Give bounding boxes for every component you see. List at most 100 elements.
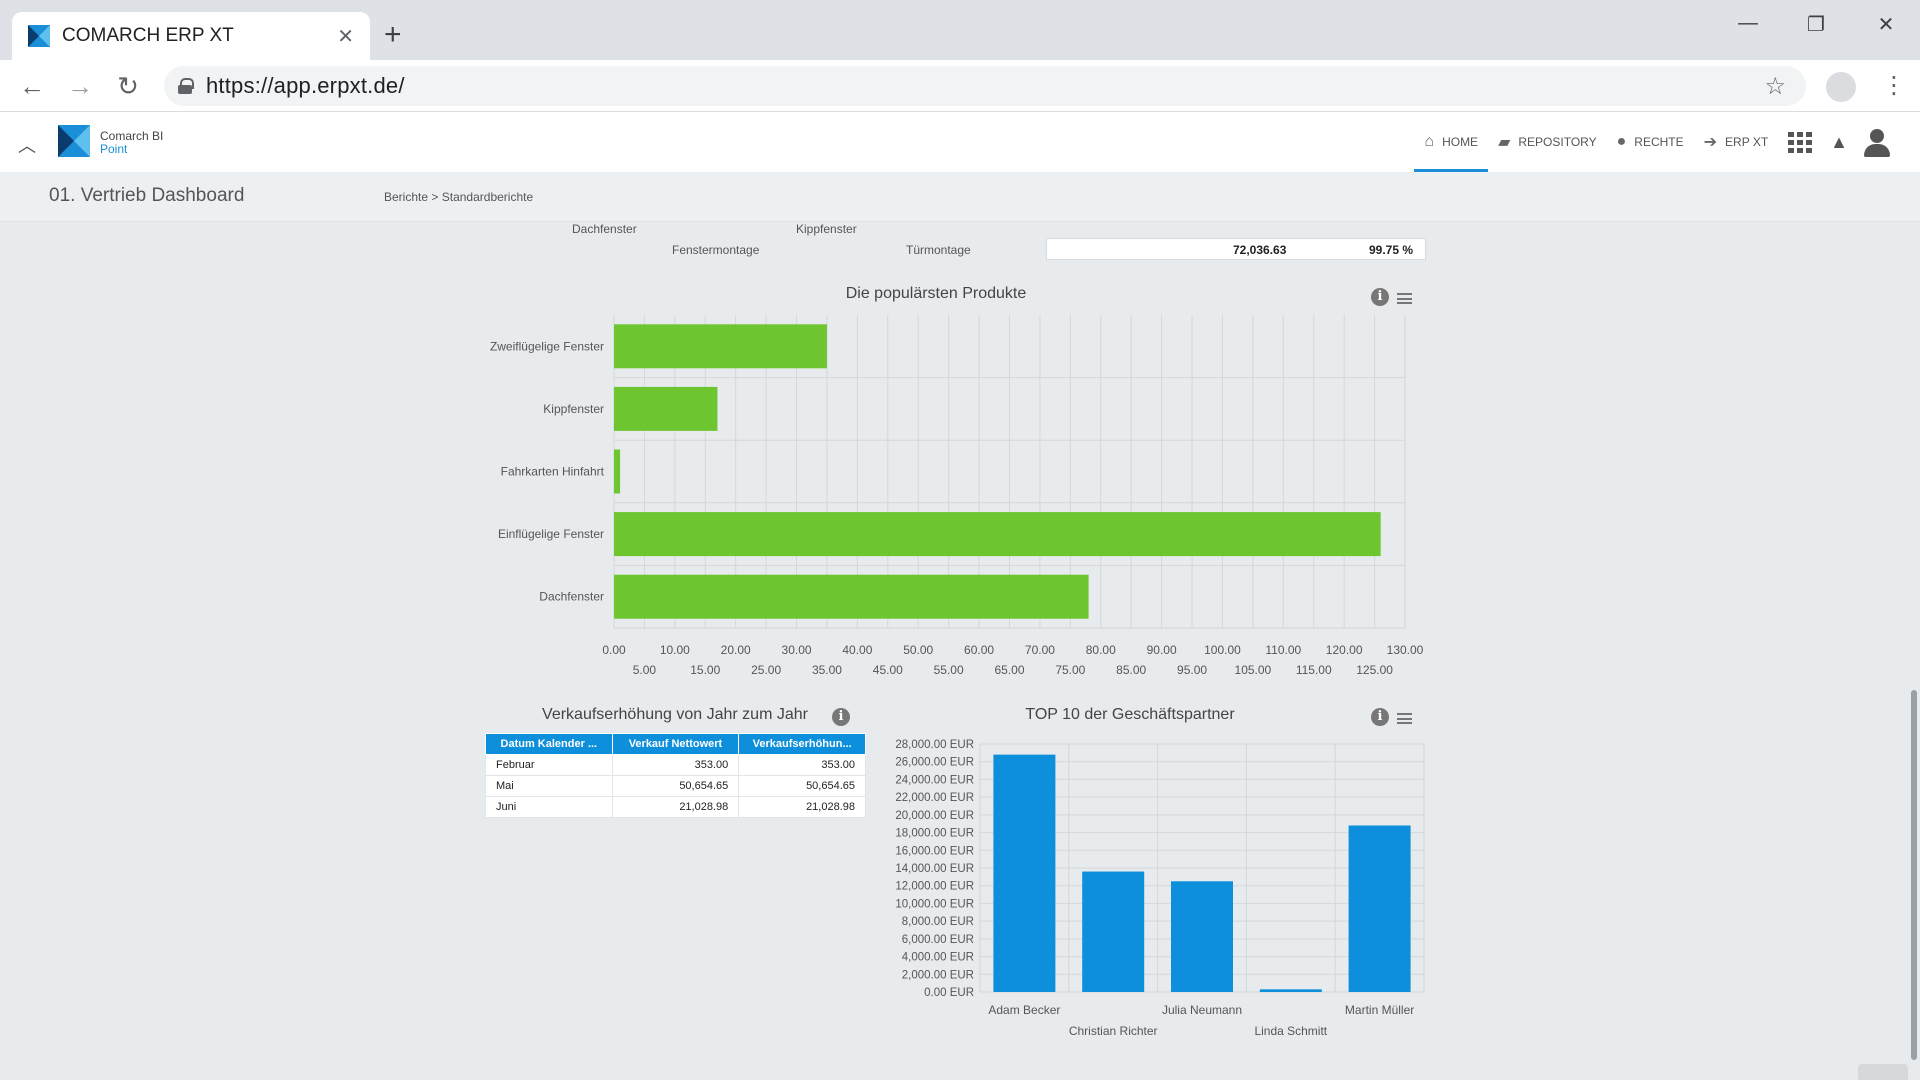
tick-label: 28,000.00 EUR [895, 739, 974, 751]
info-icon[interactable]: i [1371, 288, 1389, 306]
tick-label: 16,000.00 EUR [895, 845, 974, 857]
window-close-icon[interactable]: ✕ [1877, 14, 1895, 36]
tick-label: 75.00 [1055, 663, 1085, 677]
breadcrumb-standardberichte[interactable]: Standardberichte [441, 190, 534, 204]
brand-line2: Point [100, 142, 128, 156]
remnant-label-tuermontage: Türmontage [906, 243, 971, 257]
tick-label: 70.00 [1025, 643, 1055, 657]
tick-label: 0.00 [602, 643, 626, 657]
tick-label: 105.00 [1235, 663, 1272, 677]
tick-label: 90.00 [1147, 643, 1177, 657]
bookmark-star-icon[interactable]: ☆ [1764, 73, 1786, 100]
comarch-logo [58, 125, 90, 157]
table-header-increase[interactable]: Verkaufserhöhun... [738, 733, 866, 755]
tick-label: 95.00 [1177, 663, 1207, 677]
nav-rechte-label: RECHTE [1634, 135, 1684, 149]
tick-label: 25.00 [751, 663, 781, 677]
table-cell: 21,028.98 [738, 796, 866, 818]
table-cell: 353.00 [611, 754, 740, 776]
notification-bell-icon[interactable]: ▲ [1830, 131, 1848, 152]
category-label: Kippfenster [543, 402, 604, 416]
user-account-icon[interactable] [1862, 127, 1892, 157]
tick-label: 5.00 [633, 663, 657, 677]
tick-label: 85.00 [1116, 663, 1146, 677]
tick-label: 20,000.00 EUR [895, 810, 974, 822]
bar [614, 449, 621, 494]
top-partners-chart: 0.00 EUR 2,000.00 EUR 4,000.00 EUR 6,000.00… [895, 739, 1425, 1038]
users-icon: ● [1616, 133, 1627, 150]
table-cell: Mai [485, 775, 613, 797]
breadcrumb-berichte[interactable]: Berichte [384, 190, 429, 204]
tick-label: 24,000.00 EUR [895, 774, 974, 786]
bar [614, 386, 718, 431]
browser-toolbar: ← → ↻ https://app.erpxt.de/ ☆ ⋮ [0, 60, 1920, 112]
page-scrollbar[interactable] [1911, 690, 1917, 1060]
category-label: Linda Schmitt [1254, 1024, 1327, 1038]
url-text[interactable]: https://app.erpxt.de/ [206, 73, 405, 98]
category-label: Einflügelige Fenster [498, 527, 604, 541]
tick-label: 30.00 [782, 643, 812, 657]
nav-rechte[interactable]: ● RECHTE [1607, 112, 1694, 172]
summary-percent: 99.75 % [1369, 243, 1414, 257]
table-cell: Juni [485, 796, 613, 818]
lock-icon [178, 78, 194, 94]
browser-tab-bar: COMARCH ERP XT ✕ + — ❐ ✕ [0, 0, 1920, 60]
table-row[interactable]: Juni 21,028.98 21,028.98 [485, 796, 866, 818]
chart-menu-icon[interactable] [1397, 293, 1412, 304]
nav-erp-xt[interactable]: ➔ ERP XT [1694, 112, 1779, 172]
browser-menu-icon[interactable]: ⋮ [1882, 72, 1906, 99]
tick-label: 65.00 [994, 663, 1024, 677]
forward-arrow-icon[interactable]: → [67, 71, 93, 101]
tick-label: 14,000.00 EUR [895, 863, 974, 875]
scroll-corner-button[interactable] [1858, 1064, 1908, 1080]
partners-chart-menu-icon[interactable] [1397, 713, 1412, 724]
table-header-net-value[interactable]: Verkauf Nettowert [611, 733, 740, 755]
category-label: Fahrkarten Hinfahrt [501, 465, 605, 479]
remnant-label-fenstermontage: Fenstermontage [672, 243, 760, 257]
tick-label: 8,000.00 EUR [902, 916, 974, 928]
table-cell: 21,028.98 [611, 796, 740, 818]
new-tab-button[interactable]: + [384, 18, 402, 51]
tick-label: 45.00 [873, 663, 903, 677]
tick-label: 10,000.00 EUR [895, 898, 974, 910]
bar [993, 754, 1056, 992]
table-row[interactable]: Mai 50,654.65 50,654.65 [485, 775, 866, 797]
nav-home[interactable]: ⌂ HOME [1414, 112, 1488, 172]
back-arrow-icon[interactable]: ← [19, 71, 45, 101]
browser-tab[interactable]: COMARCH ERP XT ✕ [12, 12, 370, 60]
table-info-icon[interactable]: i [832, 708, 850, 726]
partners-info-icon[interactable]: i [1371, 708, 1389, 726]
minimize-icon[interactable]: — [1738, 12, 1758, 34]
reload-icon[interactable]: ↻ [117, 71, 139, 101]
table-header-date[interactable]: Datum Kalender ... [485, 733, 613, 755]
tick-label: 60.00 [964, 643, 994, 657]
summary-value: 72,036.63 [1233, 243, 1287, 257]
tick-label: 12,000.00 EUR [895, 881, 974, 893]
collapse-chevron-icon[interactable]: ︿ [18, 136, 36, 156]
bar [1171, 881, 1233, 992]
page-title: 01. Vertrieb Dashboard [49, 185, 245, 206]
arrow-right-icon: ➔ [1703, 134, 1718, 151]
tab-close-icon[interactable]: ✕ [337, 25, 354, 48]
profile-avatar[interactable] [1826, 72, 1856, 102]
category-label: Christian Richter [1069, 1024, 1158, 1038]
tick-label: 80.00 [1086, 643, 1116, 657]
table-row[interactable]: Februar 353.00 353.00 [485, 754, 866, 776]
table-cell: 50,654.65 [611, 775, 740, 797]
apps-grid-icon[interactable] [1788, 132, 1813, 153]
category-label: Adam Becker [988, 1003, 1060, 1017]
category-label: Dachfenster [539, 590, 604, 604]
breadcrumb-separator: > [431, 190, 439, 204]
restore-icon[interactable]: ❐ [1807, 14, 1825, 36]
tick-label: 26,000.00 EUR [895, 757, 974, 769]
top-navigation: ⌂ HOME ▰ REPOSITORY ● RECHTE ➔ ERP XT ▲ [1414, 112, 1892, 172]
address-bar[interactable]: https://app.erpxt.de/ ☆ [164, 66, 1806, 106]
remnant-label-dachfenster: Dachfenster [572, 222, 637, 236]
tick-label: 115.00 [1296, 663, 1332, 677]
page-subheader: 01. Vertrieb Dashboard Berichte > Standa… [0, 172, 1920, 222]
tick-label: 110.00 [1265, 643, 1301, 657]
nav-repository[interactable]: ▰ REPOSITORY [1488, 112, 1607, 172]
table-cell: 353.00 [738, 754, 866, 776]
remnant-label-kippfenster: Kippfenster [796, 222, 857, 236]
tick-label: 120.00 [1326, 643, 1363, 657]
